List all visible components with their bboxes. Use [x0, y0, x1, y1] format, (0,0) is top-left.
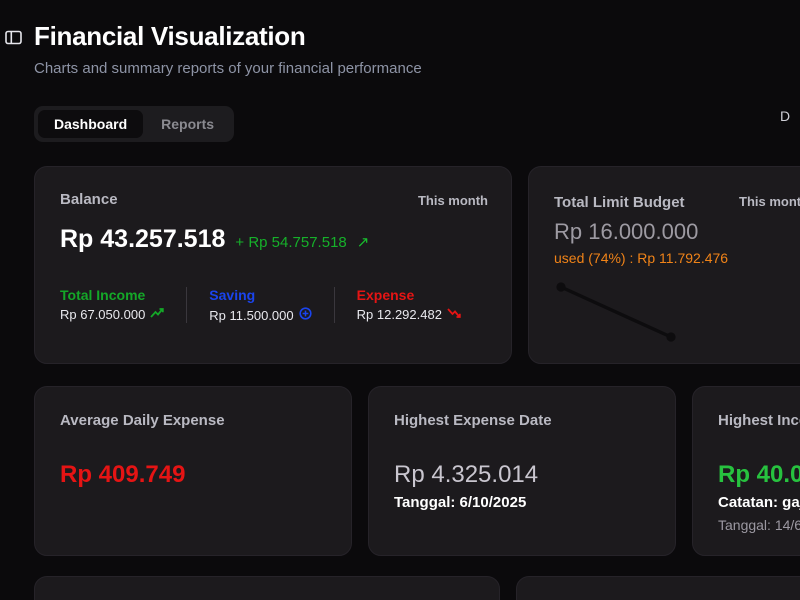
tab-dashboard[interactable]: Dashboard	[38, 110, 144, 138]
highest-income-card: Highest Income Rp 40.000.000 Catatan: ga…	[692, 386, 800, 556]
stat-expense: Expense Rp 12.292.482	[333, 287, 483, 323]
trend-down-icon	[447, 307, 461, 322]
stat-expense-value: Rp 12.292.482	[356, 307, 442, 322]
stat-total-income-value-row: Rp 67.050.000	[60, 307, 164, 322]
balance-card: Balance This month Rp 43.257.518 + Rp 54…	[34, 166, 512, 364]
stat-saving-value: Rp 11.500.000	[209, 307, 294, 323]
highest-expense-date-card: Highest Expense Date Rp 4.325.014 Tangga…	[368, 386, 676, 556]
page-title: Financial Visualization	[34, 21, 306, 51]
balance-stats: Total Income Rp 67.050.000 Saving Rp 11.…	[60, 287, 483, 323]
plus-circle-icon	[299, 307, 312, 323]
goals-card-1: Goals This month	[34, 576, 500, 600]
average-daily-expense-card: Average Daily Expense Rp 409.749	[34, 386, 352, 556]
highest-expense-value: Rp 4.325.014	[394, 461, 539, 488]
highest-income-note: Catatan: gaji bulanan	[718, 494, 800, 511]
stat-saving: Saving Rp 11.500.000	[186, 287, 333, 323]
range-selector[interactable]: D	[780, 108, 791, 124]
highest-expense-date: Tanggal: 6/10/2025	[394, 494, 527, 511]
highest-income-value: Rp 40.000.000	[718, 461, 800, 488]
balance-amount-row: Rp 43.257.518 + Rp 54.757.518 ↗	[60, 225, 369, 254]
stat-saving-value-row: Rp 11.500.000	[209, 307, 312, 323]
stat-total-income-value: Rp 67.050.000	[60, 307, 146, 322]
balance-amount: Rp 43.257.518	[60, 225, 226, 253]
limit-budget-card: Total Limit Budget This month Rp 16.000.…	[528, 166, 800, 364]
balance-card-title: Balance	[60, 191, 118, 208]
limit-budget-amount: Rp 16.000.000	[554, 219, 699, 244]
average-daily-expense-value: Rp 409.749	[60, 461, 186, 488]
trend-up-icon: ↗	[356, 234, 370, 251]
balance-delta: + Rp 54.757.518	[235, 234, 347, 251]
highest-income-date: Tanggal: 14/6/2025	[718, 517, 800, 533]
page-subtitle: Charts and summary reports of your finan…	[34, 60, 422, 77]
limit-budget-card-range[interactable]: This month	[739, 194, 800, 209]
balance-card-range[interactable]: This month	[417, 193, 488, 208]
panel-left-icon[interactable]	[4, 28, 22, 46]
stat-total-income: Total Income Rp 67.050.000	[60, 287, 186, 323]
view-tabs: Dashboard Reports	[34, 106, 235, 142]
trend-up-icon	[150, 307, 164, 322]
stat-saving-label: Saving	[209, 287, 256, 303]
limit-budget-card-title: Total Limit Budget	[554, 194, 685, 211]
line-chart-svg	[556, 282, 676, 342]
goals-card-2: Goals This month	[516, 576, 800, 600]
highest-expense-date-title: Highest Expense Date	[394, 412, 552, 429]
limit-budget-used: used (74%) : Rp 11.792.476	[554, 250, 729, 266]
stat-expense-label: Expense	[356, 287, 415, 303]
limit-budget-line-chart	[543, 275, 800, 355]
highest-income-title: Highest Income	[718, 412, 800, 429]
tab-reports[interactable]: Reports	[145, 110, 230, 138]
average-daily-expense-title: Average Daily Expense	[60, 412, 225, 429]
stat-total-income-label: Total Income	[60, 287, 146, 303]
stat-expense-value-row: Rp 12.292.482	[357, 307, 461, 322]
